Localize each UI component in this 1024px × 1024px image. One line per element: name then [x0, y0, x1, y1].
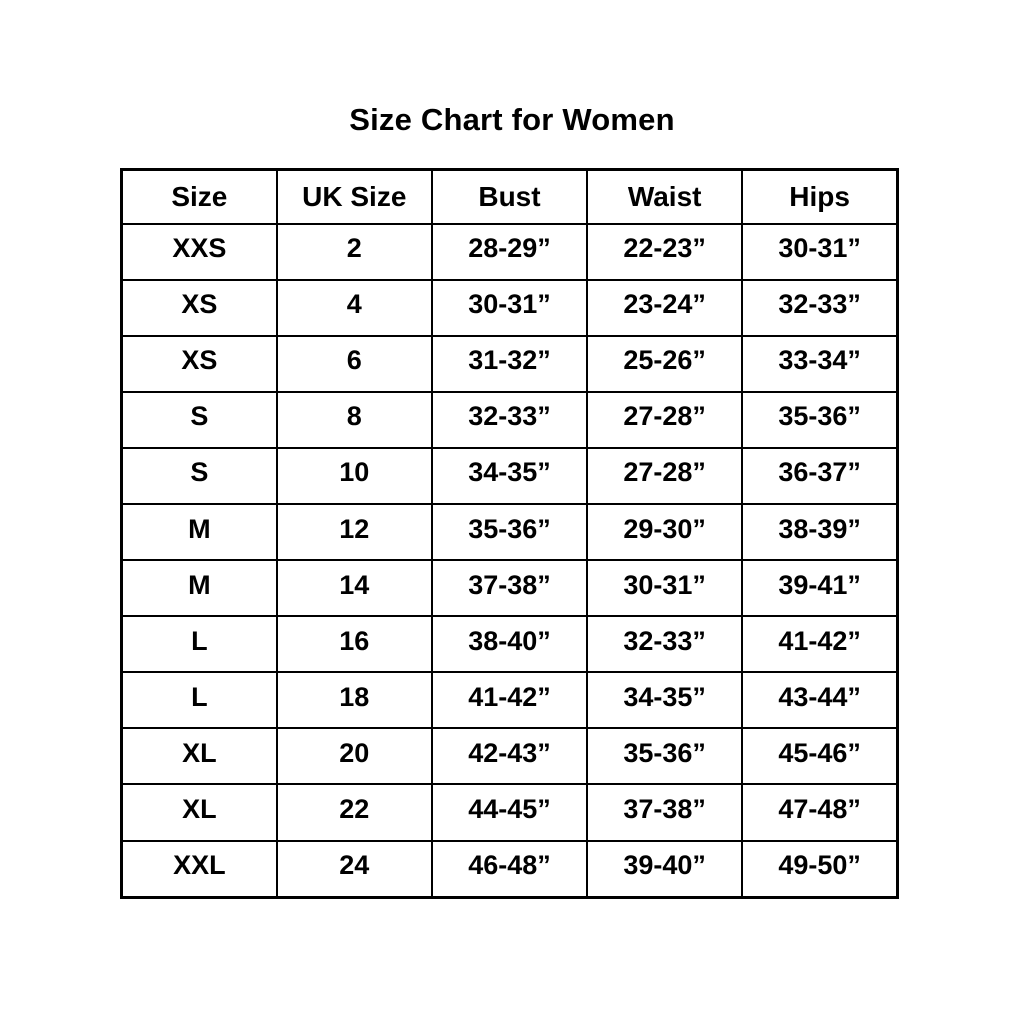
table-cell: 27-28”: [586, 390, 744, 449]
table-cell: 37-38”: [430, 559, 589, 618]
table-row: XS 6 31-32” 25-26” 33-34”: [120, 334, 899, 393]
table-cell: 4: [275, 278, 433, 337]
table-cell: XS: [120, 334, 278, 393]
table-cell: 47-48”: [741, 783, 899, 842]
table-cell: 42-43”: [430, 727, 589, 786]
table-cell: 41-42”: [741, 615, 899, 674]
table-cell: 39-41”: [741, 559, 899, 618]
column-header-size: Size: [120, 168, 278, 225]
table-cell: 16: [275, 615, 433, 674]
table-row: XL 20 42-43” 35-36” 45-46”: [120, 727, 899, 786]
size-chart-table: Size UK Size Bust Waist Hips XXS 2 28-29” 22-23…: [120, 168, 899, 899]
table-cell: 8: [275, 390, 433, 449]
table-cell: 34-35”: [586, 671, 744, 730]
table-cell: 30-31”: [430, 278, 589, 337]
table-row: S 10 34-35” 27-28” 36-37”: [120, 446, 899, 505]
table-cell: 32-33”: [741, 278, 899, 337]
table-row: L 18 41-42” 34-35” 43-44”: [120, 671, 899, 730]
table-cell: 36-37”: [741, 446, 899, 505]
table-cell: 30-31”: [586, 559, 744, 618]
table-cell: 39-40”: [586, 839, 744, 899]
table-cell: 43-44”: [741, 671, 899, 730]
column-header-waist: Waist: [586, 168, 744, 225]
table-cell: XS: [120, 278, 278, 337]
table-cell: 33-34”: [741, 334, 899, 393]
table-cell: 32-33”: [586, 615, 744, 674]
table-cell: 37-38”: [586, 783, 744, 842]
table-cell: 35-36”: [741, 390, 899, 449]
table-cell: M: [120, 502, 278, 562]
table-cell: S: [120, 390, 278, 449]
table-cell: 35-36”: [586, 727, 744, 786]
table-header: Size UK Size Bust Waist Hips: [120, 168, 899, 225]
table-cell: 6: [275, 334, 433, 393]
table-cell: 2: [275, 222, 433, 281]
column-header-bust: Bust: [430, 168, 589, 225]
table-row: XXS 2 28-29” 22-23” 30-31”: [120, 222, 899, 281]
table-cell: M: [120, 559, 278, 618]
table-cell: 44-45”: [430, 783, 589, 842]
table-cell: 30-31”: [741, 222, 899, 281]
table-cell: XL: [120, 727, 278, 786]
header-row: Size UK Size Bust Waist Hips: [120, 168, 899, 225]
table-row: XS 4 30-31” 23-24” 32-33”: [120, 278, 899, 337]
table-cell: 12: [275, 502, 433, 562]
table-cell: 38-40”: [430, 615, 589, 674]
table-cell: 32-33”: [430, 390, 589, 449]
table-cell: 34-35”: [430, 446, 589, 505]
table-row: XL 22 44-45” 37-38” 47-48”: [120, 783, 899, 842]
table-row: M 14 37-38” 30-31” 39-41”: [120, 559, 899, 618]
table-cell: 18: [275, 671, 433, 730]
page-title: Size Chart for Women: [349, 102, 675, 137]
table-body: XXS 2 28-29” 22-23” 30-31” XS 4 30-31” 23-24” 32-…: [120, 222, 899, 899]
table-cell: XL: [120, 783, 278, 842]
table-row: S 8 32-33” 27-28” 35-36”: [120, 390, 899, 449]
table-cell: 22-23”: [586, 222, 744, 281]
table-cell: 28-29”: [430, 222, 589, 281]
table-cell: 41-42”: [430, 671, 589, 730]
table-cell: 10: [275, 446, 433, 505]
table-cell: 45-46”: [741, 727, 899, 786]
table-cell: XXL: [120, 839, 278, 899]
table-row: XXL 24 46-48” 39-40” 49-50”: [120, 839, 899, 899]
table-cell: 23-24”: [586, 278, 744, 337]
table-cell: 31-32”: [430, 334, 589, 393]
table-cell: S: [120, 446, 278, 505]
table-cell: 49-50”: [741, 839, 899, 899]
table-cell: 38-39”: [741, 502, 899, 562]
table-cell: 25-26”: [586, 334, 744, 393]
table-row: M 12 35-36” 29-30” 38-39”: [120, 502, 899, 562]
table-cell: L: [120, 615, 278, 674]
table-cell: 24: [275, 839, 433, 899]
table-cell: XXS: [120, 222, 278, 281]
table-cell: 46-48”: [430, 839, 589, 899]
table-cell: L: [120, 671, 278, 730]
table-cell: 29-30”: [586, 502, 744, 562]
table-cell: 35-36”: [430, 502, 589, 562]
table-cell: 27-28”: [586, 446, 744, 505]
table-cell: 20: [275, 727, 433, 786]
table-cell: 14: [275, 559, 433, 618]
column-header-hips: Hips: [741, 168, 899, 225]
column-header-uk-size: UK Size: [275, 168, 433, 225]
table-row: L 16 38-40” 32-33” 41-42”: [120, 615, 899, 674]
table-cell: 22: [275, 783, 433, 842]
